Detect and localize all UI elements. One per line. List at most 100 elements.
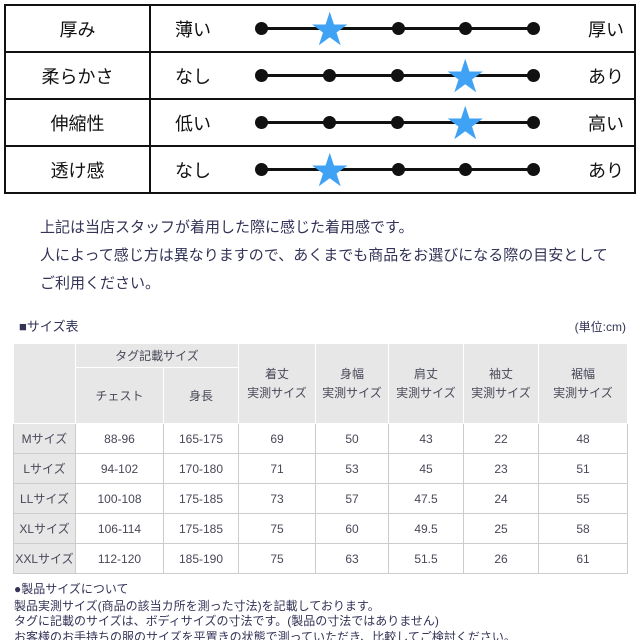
product-size-notes-heading: ●製品サイズについて: [14, 582, 129, 596]
chest-cell: 112-120: [75, 543, 164, 574]
size-table-title: ■サイズ表: [19, 319, 79, 334]
size-table-corner-cell: [13, 343, 76, 424]
usage-note-line: 人によって感じ方は異なりますので、あくまでも商品をお選びになる際の目安として: [40, 247, 608, 264]
shoulder-cell: 47.5: [388, 483, 464, 514]
scale-dot: [255, 116, 268, 129]
feel-scale-cell: なし ★ あり: [149, 49, 636, 102]
hem-cell: 61: [538, 543, 628, 574]
scale-dot: [527, 116, 540, 129]
feel-scale-wrap: なし ★ あり: [151, 49, 634, 102]
scale-dot: [390, 116, 404, 129]
sleeve-cell: 24: [463, 483, 539, 514]
scale-dot: [255, 22, 268, 35]
hem-cell: 51: [538, 453, 628, 484]
scale-max-label: 高い: [588, 113, 624, 134]
size-name-cell: Mサイズ: [13, 423, 76, 454]
column-header-line2: 実測サイズ: [553, 385, 613, 400]
width-cell: 60: [315, 513, 389, 544]
scale-dot: [459, 163, 473, 176]
rating-scale: ★: [255, 49, 540, 102]
column-header-line2: 実測サイズ: [396, 385, 456, 400]
feel-scale-cell: なし ★ あり: [149, 143, 636, 196]
sleeve-cell: 22: [463, 423, 539, 454]
length-cell: 73: [238, 483, 316, 514]
length-cell: 71: [238, 453, 316, 484]
product-info-page: 厚み 薄い ★ 厚い 柔らかさ なし ★ あり 伸縮性: [0, 4, 640, 640]
rating-scale: ★: [255, 2, 540, 55]
shoulder-cell: 51.5: [388, 543, 464, 574]
width-cell: 63: [315, 543, 389, 574]
height-cell: 165-175: [163, 423, 239, 454]
usage-note-line: 上記は当店スタッフが着用した際に感じた着用感です。: [40, 219, 414, 236]
fit-feel-table: 厚み 薄い ★ 厚い 柔らかさ なし ★ あり 伸縮性: [4, 4, 636, 194]
column-header-hem: 裾幅 実測サイズ: [538, 343, 628, 424]
hem-cell: 48: [538, 423, 628, 454]
size-name-cell: Lサイズ: [13, 453, 76, 484]
rating-star-icon: ★: [309, 2, 351, 55]
width-cell: 57: [315, 483, 389, 514]
length-cell: 75: [238, 543, 316, 574]
scale-max-label: 厚い: [588, 19, 624, 40]
chest-cell: 88-96: [75, 423, 164, 454]
feel-scale-wrap: 薄い ★ 厚い: [151, 2, 634, 55]
product-size-note-line: お客様のお手持ちの服のサイズを平置きの状態で測っていただき、比較してご検討くださ…: [14, 629, 516, 640]
feel-scale-cell: 低い ★ 高い: [149, 96, 636, 149]
column-header-line2: 実測サイズ: [247, 385, 307, 400]
feel-row-softness: 柔らかさ なし ★ あり: [4, 49, 636, 102]
column-header-line2: 実測サイズ: [322, 385, 382, 400]
size-name-cell: XXLサイズ: [13, 543, 76, 574]
scale-min-label: なし: [175, 160, 211, 181]
hem-cell: 58: [538, 513, 628, 544]
size-section-header: ■サイズ表 (単位:cm): [19, 316, 626, 335]
size-table-header-row-2: チェスト 身長: [14, 367, 628, 424]
shoulder-cell: 49.5: [388, 513, 464, 544]
scale-max-label: あり: [588, 66, 624, 87]
rating-star-icon: ★: [444, 49, 486, 102]
rating-star-icon: ★: [309, 143, 351, 196]
height-cell: 185-190: [163, 543, 239, 574]
shoulder-cell: 45: [388, 453, 464, 484]
column-header-line1: 裾幅: [570, 366, 595, 381]
rating-star-icon: ★: [444, 96, 486, 149]
product-size-note-line: タグに記載のサイズは、ボディサイズの寸法です。(製品の寸法ではありません): [14, 614, 439, 628]
chest-cell: 94-102: [75, 453, 164, 484]
feel-row-thickness: 厚み 薄い ★ 厚い: [4, 2, 636, 55]
rating-scale: ★: [255, 143, 540, 196]
sleeve-cell: 25: [463, 513, 539, 544]
chest-cell: 100-108: [75, 483, 164, 514]
unit-label: (単位:cm): [574, 320, 626, 334]
feel-scale-cell: 薄い ★ 厚い: [149, 2, 636, 55]
feel-attribute-label: 伸縮性: [4, 98, 151, 147]
feel-attribute-label: 柔らかさ: [4, 51, 151, 100]
height-cell: 170-180: [163, 453, 239, 484]
column-header-chest: チェスト: [75, 367, 164, 424]
sleeve-cell: 26: [463, 543, 539, 574]
scale-min-label: なし: [175, 66, 211, 87]
scale-dot: [391, 163, 405, 176]
size-name-cell: LLサイズ: [13, 483, 76, 514]
usage-note: 上記は当店スタッフが着用した際に感じた着用感です。 人によって感じ方は異なります…: [40, 214, 620, 298]
size-table: タグ記載サイズ 着丈 実測サイズ 身幅 実測サイズ 肩丈 実測サイズ 袖丈 実測…: [13, 343, 628, 574]
scale-dot: [390, 69, 404, 82]
size-row-m: Mサイズ 88-96 165-175 69 50 43 22 48: [13, 423, 628, 454]
feel-row-sheerness: 透け感 なし ★ あり: [4, 143, 636, 196]
hem-cell: 55: [538, 483, 628, 514]
size-table-header-row-1: タグ記載サイズ 着丈 実測サイズ 身幅 実測サイズ 肩丈 実測サイズ 袖丈 実測…: [13, 343, 628, 424]
scale-dot: [322, 69, 336, 82]
feel-attribute-label: 透け感: [4, 145, 151, 194]
column-header-line1: 身幅: [339, 366, 364, 381]
column-header-body-width: 身幅 実測サイズ: [315, 343, 389, 424]
height-cell: 175-185: [163, 513, 239, 544]
scale-dot: [527, 22, 540, 35]
scale-dot: [255, 163, 268, 176]
scale-dot: [527, 163, 540, 176]
usage-note-line: ご利用ください。: [40, 275, 161, 292]
sleeve-cell: 23: [463, 453, 539, 484]
feel-row-stretch: 伸縮性 低い ★ 高い: [4, 96, 636, 149]
column-header-length: 着丈 実測サイズ: [238, 343, 316, 424]
feel-attribute-label: 厚み: [4, 4, 151, 53]
column-header-line1: 肩丈: [413, 366, 438, 381]
feel-scale-wrap: なし ★ あり: [151, 143, 634, 196]
rating-scale: ★: [255, 96, 540, 149]
width-cell: 53: [315, 453, 389, 484]
